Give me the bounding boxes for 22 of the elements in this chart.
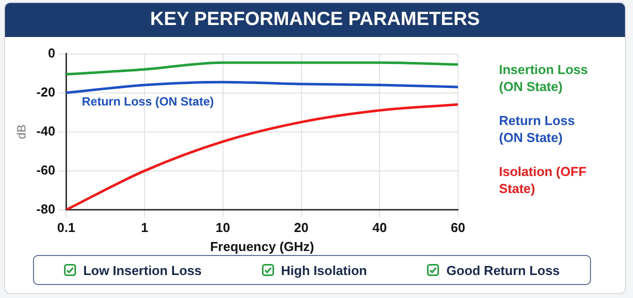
x-tick-label: 40 — [372, 220, 387, 236]
text: Isolation (OFF State) — [499, 163, 588, 197]
x-tick-label: 60 — [450, 220, 466, 236]
text: Return Loss (ON State) — [499, 112, 576, 146]
annotation: Return Loss (ON State) — [82, 94, 214, 108]
x-tick-label: 1 — [140, 220, 148, 236]
text: Good Return Loss — [446, 262, 560, 278]
x-tick-label: 20 — [294, 220, 309, 236]
x-tick-label: 0.1 — [57, 220, 76, 236]
text: High Isolation — [281, 262, 367, 278]
y-axis-title: dB — [14, 124, 29, 140]
text: Insertion Loss (ON State) — [499, 61, 589, 95]
y-tick-label: 0 — [48, 45, 56, 60]
y-tick-label: -40 — [36, 123, 56, 138]
chart-title: KEY PERFORMANCE PARAMETERS — [5, 3, 625, 37]
y-tick-label: -60 — [36, 162, 56, 178]
x-tick-label: 10 — [216, 220, 230, 236]
line-series — [64, 61, 460, 76]
y-tick-label: -20 — [36, 84, 56, 100]
text: Low Insertion Loss — [83, 262, 202, 278]
y-tick-label: -80 — [36, 201, 56, 216]
x-axis-title: Frequency (GHz) — [210, 238, 314, 254]
